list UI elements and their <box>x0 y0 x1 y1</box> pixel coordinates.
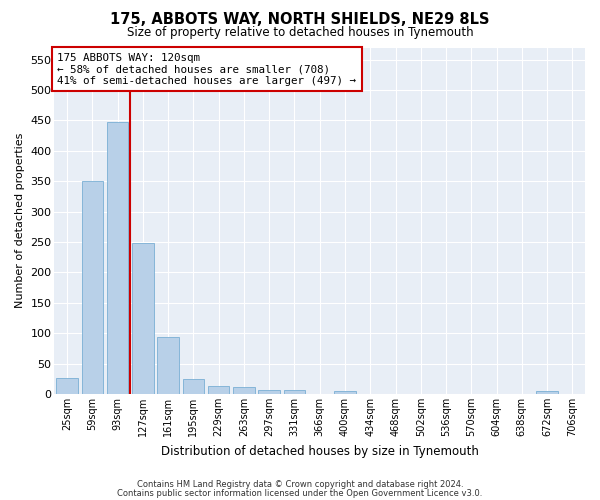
Bar <box>536 391 558 394</box>
Text: 175 ABBOTS WAY: 120sqm
← 58% of detached houses are smaller (708)
41% of semi-de: 175 ABBOTS WAY: 120sqm ← 58% of detached… <box>57 52 356 86</box>
Text: Contains public sector information licensed under the Open Government Licence v3: Contains public sector information licen… <box>118 488 482 498</box>
Bar <box>132 243 154 394</box>
Bar <box>182 379 204 394</box>
Bar <box>82 181 103 394</box>
Bar <box>334 391 356 394</box>
Y-axis label: Number of detached properties: Number of detached properties <box>15 133 25 308</box>
Bar <box>107 122 128 394</box>
X-axis label: Distribution of detached houses by size in Tynemouth: Distribution of detached houses by size … <box>161 444 479 458</box>
Bar <box>208 386 229 394</box>
Text: Contains HM Land Registry data © Crown copyright and database right 2024.: Contains HM Land Registry data © Crown c… <box>137 480 463 489</box>
Bar <box>56 378 78 394</box>
Bar <box>233 388 254 394</box>
Bar <box>157 338 179 394</box>
Text: Size of property relative to detached houses in Tynemouth: Size of property relative to detached ho… <box>127 26 473 39</box>
Text: 175, ABBOTS WAY, NORTH SHIELDS, NE29 8LS: 175, ABBOTS WAY, NORTH SHIELDS, NE29 8LS <box>110 12 490 28</box>
Bar <box>284 390 305 394</box>
Bar <box>259 390 280 394</box>
